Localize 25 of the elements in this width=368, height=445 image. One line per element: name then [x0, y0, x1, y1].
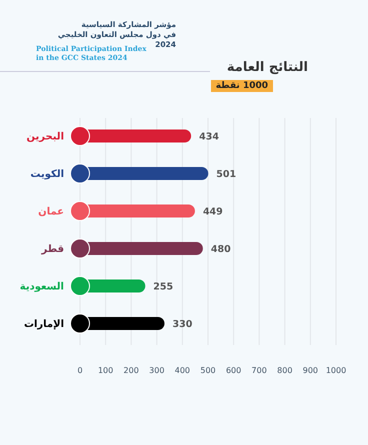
y-tick-label: عمان: [38, 206, 64, 218]
data-label: 501: [216, 169, 236, 180]
x-tick-label: 700: [252, 366, 267, 375]
y-tick-label: الكويت: [30, 169, 64, 180]
data-label: 434: [199, 132, 220, 142]
y-tick-label: الإمارات: [24, 319, 64, 330]
x-tick-label: 0: [77, 366, 83, 375]
y-tick-label: البحرين: [26, 132, 64, 142]
data-label: 449: [202, 206, 223, 218]
text: 1000 نقطة: [210, 80, 273, 92]
text: النتائج العامة: [226, 60, 308, 75]
x-tick-label: 600: [226, 366, 242, 375]
x-tick-label: 100: [98, 366, 114, 375]
x-tick-label: 1000: [326, 366, 346, 375]
data-label: 255: [153, 282, 174, 292]
y-tick-label: قطر: [40, 244, 64, 255]
y-tick-label: السعودية: [20, 282, 64, 292]
x-tick-label: 500: [200, 366, 216, 375]
data-label: 330: [172, 319, 193, 330]
x-tick-label: 900: [302, 366, 318, 375]
data-label: 480: [210, 244, 232, 255]
x-tick-label: 200: [124, 366, 139, 375]
x-tick-label: 300: [149, 366, 164, 375]
x-tick-label: 800: [277, 366, 292, 375]
x-tick-label: 400: [174, 366, 190, 375]
